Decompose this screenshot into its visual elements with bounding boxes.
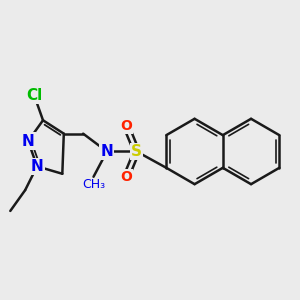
Text: O: O [120,119,132,133]
Text: N: N [100,144,113,159]
Text: N: N [31,159,44,174]
Text: O: O [120,170,132,184]
Text: Cl: Cl [26,88,42,103]
Text: S: S [131,144,142,159]
Text: N: N [22,134,34,148]
Text: CH₃: CH₃ [82,178,105,191]
